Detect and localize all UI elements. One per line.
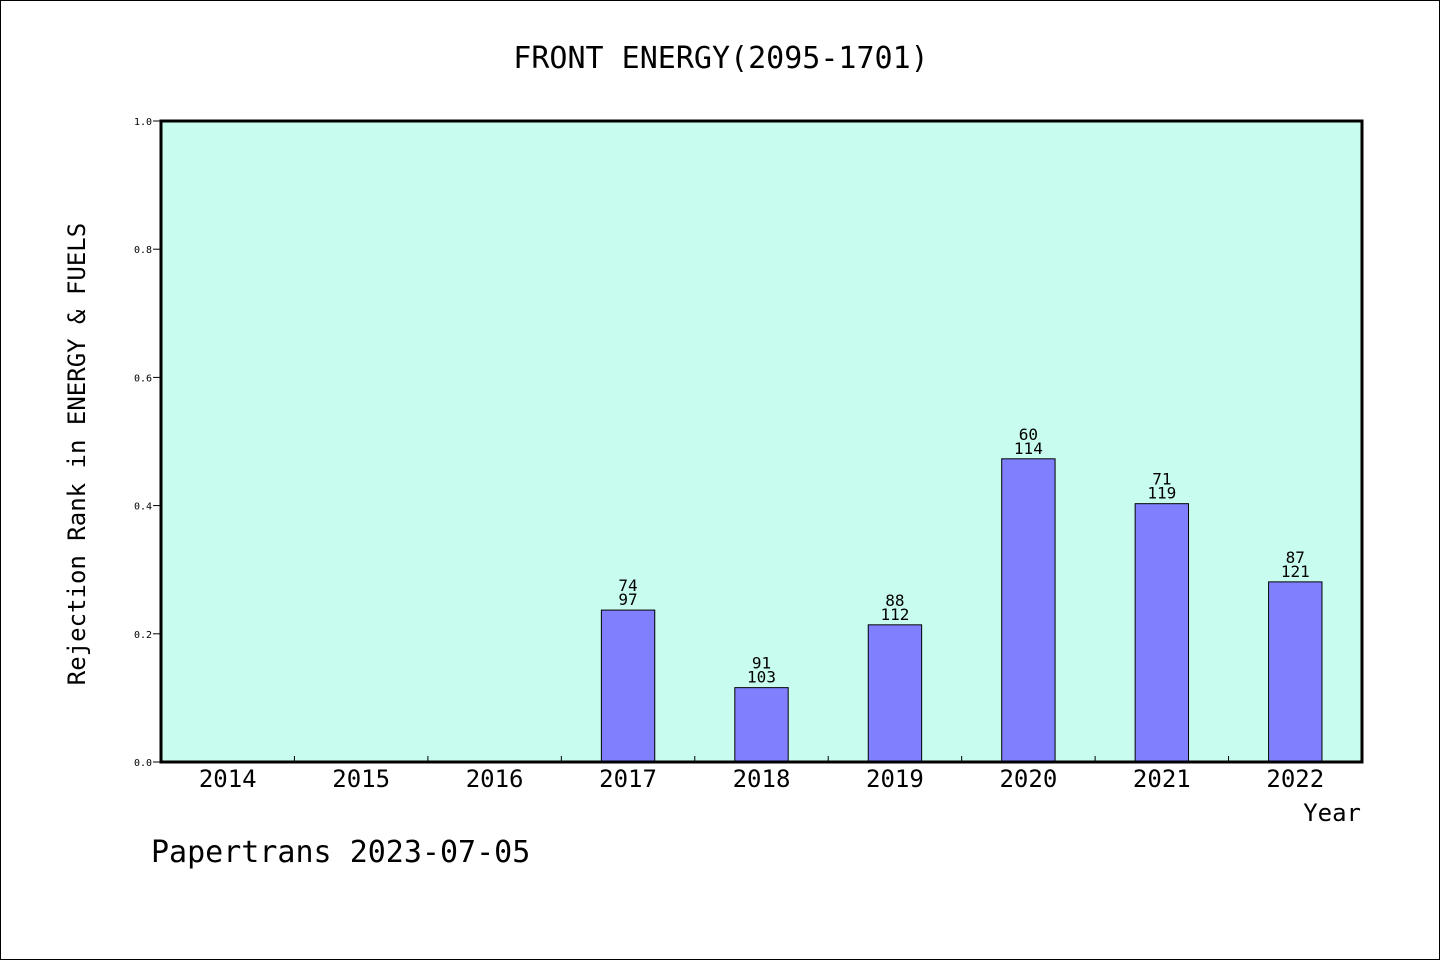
bars-group xyxy=(600,458,1323,763)
bar-2018 xyxy=(734,687,789,763)
bar-label-top-2018: 91 xyxy=(752,654,771,673)
bar-label-bottom-2022: 121 xyxy=(1281,562,1310,581)
bar-2020 xyxy=(1001,458,1056,763)
bar-label-bottom-2020: 114 xyxy=(1014,439,1043,458)
y-axis-label: Rejection Rank in ENERGY & FUELS xyxy=(63,223,91,685)
bar-2017 xyxy=(600,609,656,763)
bar-label-bottom-2017: 97 xyxy=(618,590,637,609)
chart-title: FRONT ENERGY(2095-1701) xyxy=(513,41,928,76)
y-axis: 0.0 0.2 0.4 0.6 0.8 1.0 xyxy=(134,117,161,769)
x-tick-label-2017: 2017 xyxy=(599,765,657,793)
y-tick-label-0.8: 0.8 xyxy=(134,245,152,256)
bar-label-top-2017: 74 xyxy=(618,576,637,595)
x-tick-label-2022: 2022 xyxy=(1266,765,1324,793)
bar-2022 xyxy=(1268,581,1323,763)
footer-credit: Papertrans 2023-07-05 xyxy=(151,835,530,870)
bar-label-bottom-2018: 103 xyxy=(747,668,776,687)
x-tick-label-2021: 2021 xyxy=(1133,765,1191,793)
x-tick-label-2019: 2019 xyxy=(866,765,924,793)
bar-label-top-2020: 60 xyxy=(1019,425,1038,444)
y-tick-label-0.6: 0.6 xyxy=(134,373,152,384)
footer-source: Papertrans xyxy=(151,835,332,870)
bar-label-bottom-2019: 112 xyxy=(880,605,909,624)
plot-border xyxy=(159,119,1364,764)
x-axis: 2014 2015 2016 2017 2018 2019 2020 2021 2022 xyxy=(199,756,1324,793)
x-tick-label-2015: 2015 xyxy=(332,765,390,793)
bar-2021 xyxy=(1134,503,1190,763)
x-tick-label-2020: 2020 xyxy=(999,765,1057,793)
bar-label-bottom-2021: 119 xyxy=(1147,484,1176,503)
x-tick-label-2018: 2018 xyxy=(733,765,791,793)
y-tick-label-0.4: 0.4 xyxy=(134,502,152,513)
x-tick-label-2014: 2014 xyxy=(199,765,257,793)
bar-2019 xyxy=(867,624,923,763)
x-axis-label: Year xyxy=(1303,799,1361,827)
footer-date: 2023-07-05 xyxy=(349,835,531,870)
x-tick-label-2016: 2016 xyxy=(466,765,524,793)
bar-label-top-2022: 87 xyxy=(1286,548,1305,567)
y-tick-label-0.2: 0.2 xyxy=(134,630,152,641)
bar-label-top-2019: 88 xyxy=(885,591,904,610)
bar-label-top-2021: 71 xyxy=(1152,470,1171,489)
y-tick-label-1.0: 1.0 xyxy=(134,117,152,128)
y-tick-label-0.0: 0.0 xyxy=(134,758,152,769)
